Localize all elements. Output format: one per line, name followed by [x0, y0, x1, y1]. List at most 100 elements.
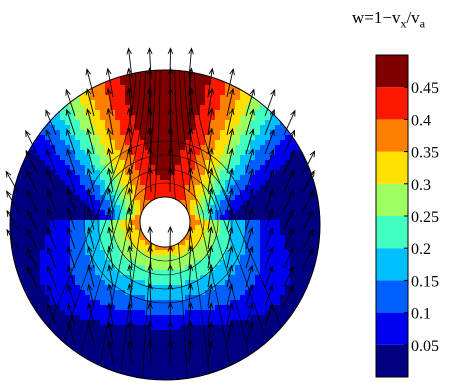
field-cell	[285, 350, 291, 356]
field-cell	[95, 305, 101, 311]
field-cell	[200, 200, 206, 206]
field-cell	[215, 350, 221, 356]
field-cell	[305, 80, 311, 86]
field-cell	[160, 330, 166, 336]
field-cell	[35, 195, 41, 201]
field-cell	[170, 315, 176, 321]
field-cell	[120, 360, 126, 366]
field-cell	[215, 360, 221, 366]
field-cell	[60, 130, 66, 136]
field-cell	[135, 305, 141, 311]
field-cell	[80, 215, 86, 221]
field-cell	[125, 195, 131, 201]
field-cell	[60, 175, 66, 181]
field-cell	[60, 220, 66, 226]
field-cell	[40, 120, 46, 126]
field-cell	[180, 375, 186, 381]
field-cell	[315, 95, 321, 101]
field-cell	[60, 315, 66, 321]
field-cell	[305, 115, 311, 121]
field-cell	[40, 370, 46, 376]
field-cell	[220, 295, 226, 301]
field-cell	[85, 295, 91, 301]
field-cell	[275, 195, 281, 201]
field-cell	[240, 115, 246, 121]
field-cell	[175, 280, 181, 286]
field-cell	[25, 95, 31, 101]
field-cell	[315, 155, 321, 161]
field-cell	[300, 345, 306, 351]
field-cell	[145, 330, 151, 336]
field-cell	[175, 115, 181, 121]
colorbar-tick-label: 0.25	[411, 209, 439, 226]
field-cell	[10, 145, 16, 151]
field-cell	[35, 175, 41, 181]
field-cell	[20, 315, 26, 321]
field-cell	[155, 335, 161, 341]
field-cell	[80, 220, 86, 226]
field-cell	[75, 205, 81, 211]
field-cell	[170, 100, 176, 106]
field-cell	[275, 235, 281, 241]
field-cell	[235, 75, 241, 81]
field-cell	[210, 350, 216, 356]
field-cell	[35, 130, 41, 136]
field-cell	[155, 160, 161, 166]
field-cell	[100, 95, 106, 101]
field-cell	[195, 310, 201, 316]
field-cell	[80, 155, 86, 161]
field-cell	[20, 185, 26, 191]
field-cell	[65, 315, 71, 321]
field-cell	[280, 215, 286, 221]
field-cell	[120, 120, 126, 126]
field-cell	[245, 95, 251, 101]
field-cell	[40, 160, 46, 166]
field-cell	[95, 190, 101, 196]
field-cell	[45, 365, 51, 371]
field-cell	[310, 165, 316, 171]
field-cell	[75, 285, 81, 291]
field-cell	[200, 360, 206, 366]
field-cell	[295, 120, 301, 126]
field-cell	[155, 325, 161, 331]
field-cell	[260, 255, 266, 261]
field-cell	[255, 140, 261, 146]
field-cell	[280, 350, 286, 356]
field-cell	[45, 350, 51, 356]
field-cell	[200, 225, 206, 231]
field-cell	[175, 245, 181, 251]
field-cell	[60, 70, 66, 76]
field-cell	[175, 145, 181, 151]
field-cell	[15, 315, 21, 321]
field-cell	[155, 340, 161, 346]
field-cell	[35, 300, 41, 306]
field-cell	[160, 255, 166, 261]
field-cell	[290, 355, 296, 361]
field-cell	[265, 350, 271, 356]
field-cell	[265, 355, 271, 361]
field-cell	[105, 140, 111, 146]
field-cell	[315, 355, 321, 361]
field-cell	[100, 245, 106, 251]
field-cell	[45, 95, 51, 101]
field-cell	[135, 200, 141, 206]
field-cell	[200, 270, 206, 276]
field-cell	[90, 345, 96, 351]
field-cell	[295, 295, 301, 301]
field-cell	[220, 170, 226, 176]
field-cell	[190, 360, 196, 366]
field-cell	[10, 330, 16, 336]
field-cell	[275, 200, 281, 206]
field-cell	[10, 80, 16, 86]
field-cell	[270, 80, 276, 86]
field-cell	[310, 85, 316, 91]
field-cell	[195, 255, 201, 261]
field-cell	[75, 280, 81, 286]
field-cell	[140, 200, 146, 206]
field-cell	[215, 325, 221, 331]
field-cell	[155, 295, 161, 301]
field-cell	[25, 355, 31, 361]
field-cell	[290, 335, 296, 341]
field-cell	[215, 110, 221, 116]
